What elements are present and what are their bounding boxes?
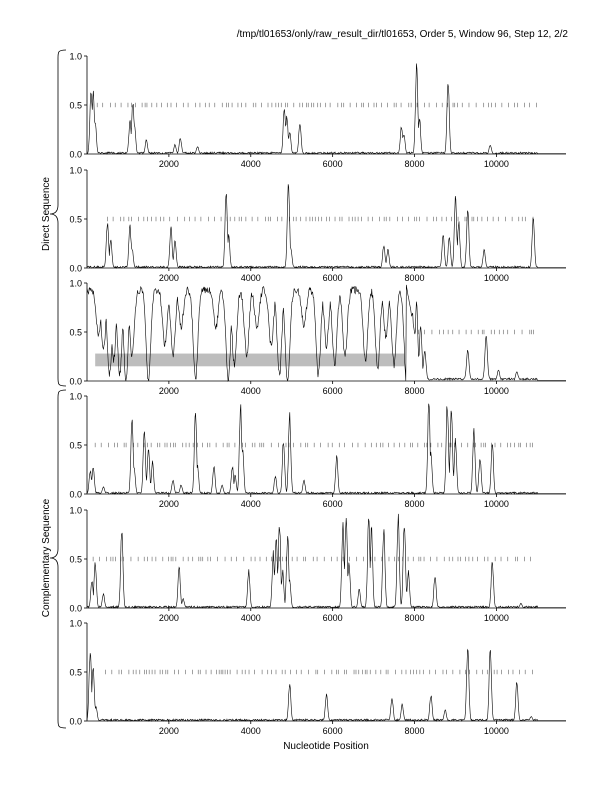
y-tick-label: 1.0 xyxy=(69,166,82,176)
x-tick-label: 10000 xyxy=(484,726,509,736)
y-tick-label: 0.5 xyxy=(69,441,82,451)
x-tick-label: 10000 xyxy=(484,613,509,623)
x-tick-label: 6000 xyxy=(323,499,343,509)
y-tick-label: 0.0 xyxy=(69,717,82,727)
y-tick-label: 0.0 xyxy=(69,150,82,160)
stop-codon-ticks xyxy=(418,329,534,335)
stop-codon-ticks xyxy=(105,669,533,675)
x-tick-label: 8000 xyxy=(405,273,425,283)
x-tick-label: 2000 xyxy=(159,726,179,736)
x-tick-label: 8000 xyxy=(405,386,425,396)
signal-trace xyxy=(86,184,566,269)
x-tick-label: 4000 xyxy=(241,159,261,169)
y-tick-label: 0.0 xyxy=(69,604,82,614)
x-tick-label: 6000 xyxy=(323,159,343,169)
y-tick-label: 0.0 xyxy=(69,264,82,274)
panels-group: 0.0 0.5 1.0 2000 4000 6000 8000 10000 0.0 0.5 1.0 2… xyxy=(69,52,566,736)
x-tick-label: 10000 xyxy=(484,159,509,169)
direct-sequence-label: Direct Sequence xyxy=(41,177,52,251)
signal-trace xyxy=(86,63,566,155)
x-tick-label: 2000 xyxy=(159,159,179,169)
panel-complementary-frame-2: 0.0 0.5 1.0 2000 4000 6000 8000 10000 xyxy=(69,506,566,623)
x-tick-label: 2000 xyxy=(159,499,179,509)
y-tick-label: 1.0 xyxy=(69,279,82,289)
orf-bar xyxy=(95,353,405,367)
stop-codon-ticks xyxy=(96,102,537,108)
direct-sequence-brace xyxy=(49,49,67,387)
y-tick-label: 0.0 xyxy=(69,377,82,387)
x-tick-label: 10000 xyxy=(484,499,509,509)
y-tick-label: 1.0 xyxy=(69,392,82,402)
stop-codon-ticks xyxy=(94,442,533,448)
x-axis-label: Nucleotide Position xyxy=(283,741,369,752)
y-tick-label: 0.5 xyxy=(69,101,82,111)
x-tick-label: 4000 xyxy=(241,613,261,623)
x-tick-label: 8000 xyxy=(405,726,425,736)
y-tick-label: 0.5 xyxy=(69,215,82,225)
x-tick-label: 4000 xyxy=(241,726,261,736)
y-tick-label: 1.0 xyxy=(69,619,82,629)
x-tick-label: 8000 xyxy=(405,159,425,169)
signal-trace xyxy=(86,284,566,382)
panel-direct-frame-3: 0.0 0.5 1.0 2000 4000 6000 8000 10000 xyxy=(69,279,566,396)
y-tick-label: 1.0 xyxy=(69,52,82,62)
x-tick-label: 8000 xyxy=(405,613,425,623)
x-tick-label: 6000 xyxy=(323,386,343,396)
panel-complementary-frame-3: 0.0 0.5 1.0 2000 4000 6000 8000 10000 xyxy=(69,619,566,736)
panel-direct-frame-2: 0.0 0.5 1.0 2000 4000 6000 8000 10000 xyxy=(69,166,566,283)
x-tick-label: 10000 xyxy=(484,273,509,283)
x-tick-label: 2000 xyxy=(159,273,179,283)
signal-trace xyxy=(86,648,566,722)
signal-trace xyxy=(86,513,566,609)
signal-trace xyxy=(86,403,566,495)
x-tick-label: 6000 xyxy=(323,273,343,283)
x-tick-label: 2000 xyxy=(159,613,179,623)
panel-complementary-frame-1: 0.0 0.5 1.0 2000 4000 6000 8000 10000 xyxy=(69,392,566,509)
y-tick-label: 0.5 xyxy=(69,555,82,565)
stop-codon-ticks xyxy=(92,556,531,562)
x-tick-label: 6000 xyxy=(323,613,343,623)
complementary-sequence-brace xyxy=(49,389,67,729)
x-tick-label: 4000 xyxy=(241,273,261,283)
x-tick-label: 10000 xyxy=(484,386,509,396)
x-tick-label: 4000 xyxy=(241,499,261,509)
x-tick-label: 2000 xyxy=(159,386,179,396)
x-tick-label: 8000 xyxy=(405,499,425,509)
x-tick-label: 4000 xyxy=(241,386,261,396)
panel-direct-frame-1: 0.0 0.5 1.0 2000 4000 6000 8000 10000 xyxy=(69,52,566,169)
y-tick-label: 0.5 xyxy=(69,668,82,678)
y-tick-label: 0.5 xyxy=(69,328,82,338)
complementary-sequence-label: Complementary Sequence xyxy=(41,498,52,617)
y-tick-label: 0.0 xyxy=(69,490,82,500)
x-tick-label: 6000 xyxy=(323,726,343,736)
stop-codon-ticks xyxy=(107,216,534,222)
y-tick-label: 1.0 xyxy=(69,506,82,516)
header-title: /tmp/tl01653/only/raw_result_dir/tl01653… xyxy=(237,29,569,40)
